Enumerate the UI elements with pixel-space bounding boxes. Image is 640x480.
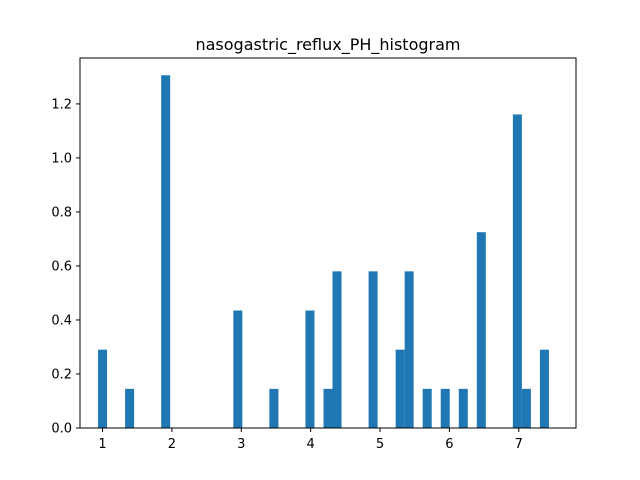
y-tick-label-1: 0.2 <box>51 367 72 382</box>
y-axis: 0.0 0.2 0.4 0.6 0.8 1.0 1.2 <box>51 97 80 437</box>
y-tick-label-2: 0.4 <box>51 313 72 328</box>
histogram-bar-10 <box>404 271 414 428</box>
histogram-bar-3 <box>233 310 243 428</box>
histogram-bar-14 <box>476 232 486 428</box>
y-tick-label-3: 0.6 <box>51 259 72 274</box>
x-tick-label-3: 4 <box>307 437 315 452</box>
histogram-bar-7 <box>332 271 342 428</box>
bars-group <box>98 75 549 429</box>
plot-frame <box>79 57 577 429</box>
histogram-bar-11 <box>422 388 432 428</box>
chart-title: nasogastric_reflux_PH_histogram <box>195 35 460 55</box>
x-tick-label-0: 1 <box>98 437 106 452</box>
histogram-bar-5 <box>305 310 315 428</box>
y-tick-label-5: 1.0 <box>51 151 72 166</box>
x-tick-label-5: 6 <box>445 437 453 452</box>
histogram-bar-15 <box>512 114 522 429</box>
histogram-bar-16 <box>521 388 531 428</box>
histogram-bar-2 <box>161 75 171 428</box>
histogram-bar-9 <box>395 349 405 428</box>
histogram-bar-12 <box>440 388 450 428</box>
y-tick-label-0: 0.0 <box>51 422 72 437</box>
x-tick-label-4: 5 <box>376 437 384 452</box>
x-tick-label-1: 2 <box>168 437 176 452</box>
x-tick-label-2: 3 <box>237 437 245 452</box>
y-tick-label-4: 0.8 <box>51 205 72 220</box>
x-tick-label-6: 7 <box>515 437 523 452</box>
histogram-bar-8 <box>368 271 378 428</box>
histogram-bar-17 <box>539 349 549 428</box>
histogram-bar-6 <box>323 388 333 428</box>
histogram-bar-0 <box>98 349 108 428</box>
x-axis: 1 2 3 4 5 6 7 <box>98 428 523 452</box>
histogram-bar-1 <box>125 388 135 428</box>
histogram-bar-13 <box>458 388 468 428</box>
histogram-bar-4 <box>269 388 279 428</box>
y-tick-label-6: 1.2 <box>51 97 72 112</box>
